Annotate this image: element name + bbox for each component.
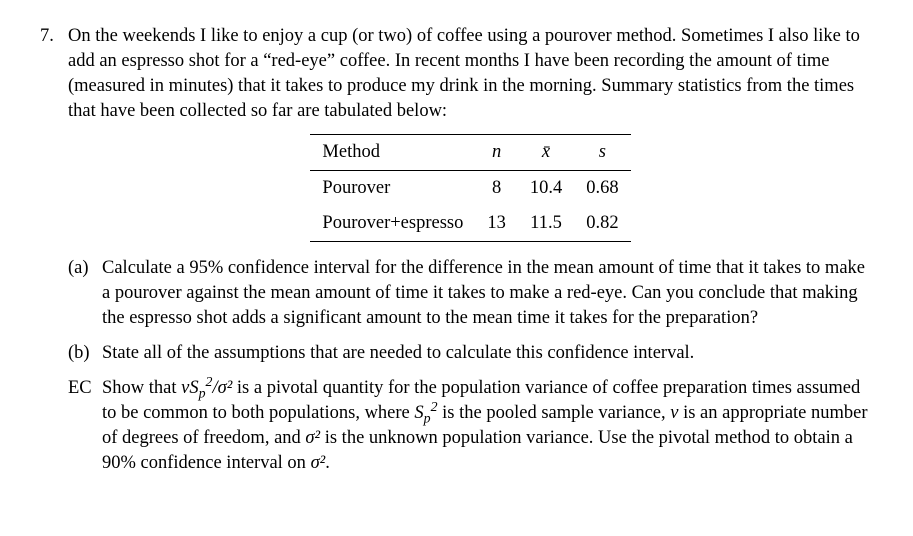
subpart-text: Calculate a 95% confidence interval for …: [102, 256, 873, 331]
col-s: s: [574, 134, 630, 170]
subpart-text: State all of the assumptions that are ne…: [102, 341, 873, 366]
col-n: n: [475, 134, 518, 170]
ec-sp: Sp2: [414, 403, 437, 423]
ec-post2: is the pooled sample variance,: [438, 403, 671, 423]
problem-intro: On the weekends I like to enjoy a cup (o…: [68, 24, 873, 124]
cell-xbar: 11.5: [518, 206, 574, 241]
col-xbar: x̄: [518, 134, 574, 170]
ec-post5: .: [325, 453, 330, 473]
ec-pivot: νSp2/σ²: [181, 378, 232, 398]
ec-sigma2: σ²: [305, 428, 320, 448]
cell-s: 0.68: [574, 170, 630, 205]
subpart-label: (a): [68, 256, 102, 331]
subpart-a: (a) Calculate a 95% confidence interval …: [68, 256, 873, 331]
cell-n: 8: [475, 170, 518, 205]
summary-table: Method n x̄ s Pourover 8 10.4 0.68 Pouro…: [310, 134, 630, 242]
problem-body: On the weekends I like to enjoy a cup (o…: [68, 24, 873, 476]
problem-7: 7. On the weekends I like to enjoy a cup…: [40, 24, 873, 476]
ec-sigma2b: σ²: [311, 453, 326, 473]
ec-pre: Show that: [102, 378, 181, 398]
col-method: Method: [310, 134, 475, 170]
cell-method: Pourover: [310, 170, 475, 205]
cell-xbar: 10.4: [518, 170, 574, 205]
cell-n: 13: [475, 206, 518, 241]
problem-number: 7.: [40, 24, 68, 476]
subpart-ec: EC Show that νSp2/σ² is a pivotal quanti…: [68, 376, 873, 476]
cell-s: 0.82: [574, 206, 630, 241]
table-row: Pourover 8 10.4 0.68: [310, 170, 630, 205]
subpart-label: (b): [68, 341, 102, 366]
table-row: Pourover+espresso 13 11.5 0.82: [310, 206, 630, 241]
table-header-row: Method n x̄ s: [310, 134, 630, 170]
cell-method: Pourover+espresso: [310, 206, 475, 241]
subpart-b: (b) State all of the assumptions that ar…: [68, 341, 873, 366]
subpart-text: Show that νSp2/σ² is a pivotal quantity …: [102, 376, 873, 476]
subpart-label: EC: [68, 376, 102, 476]
